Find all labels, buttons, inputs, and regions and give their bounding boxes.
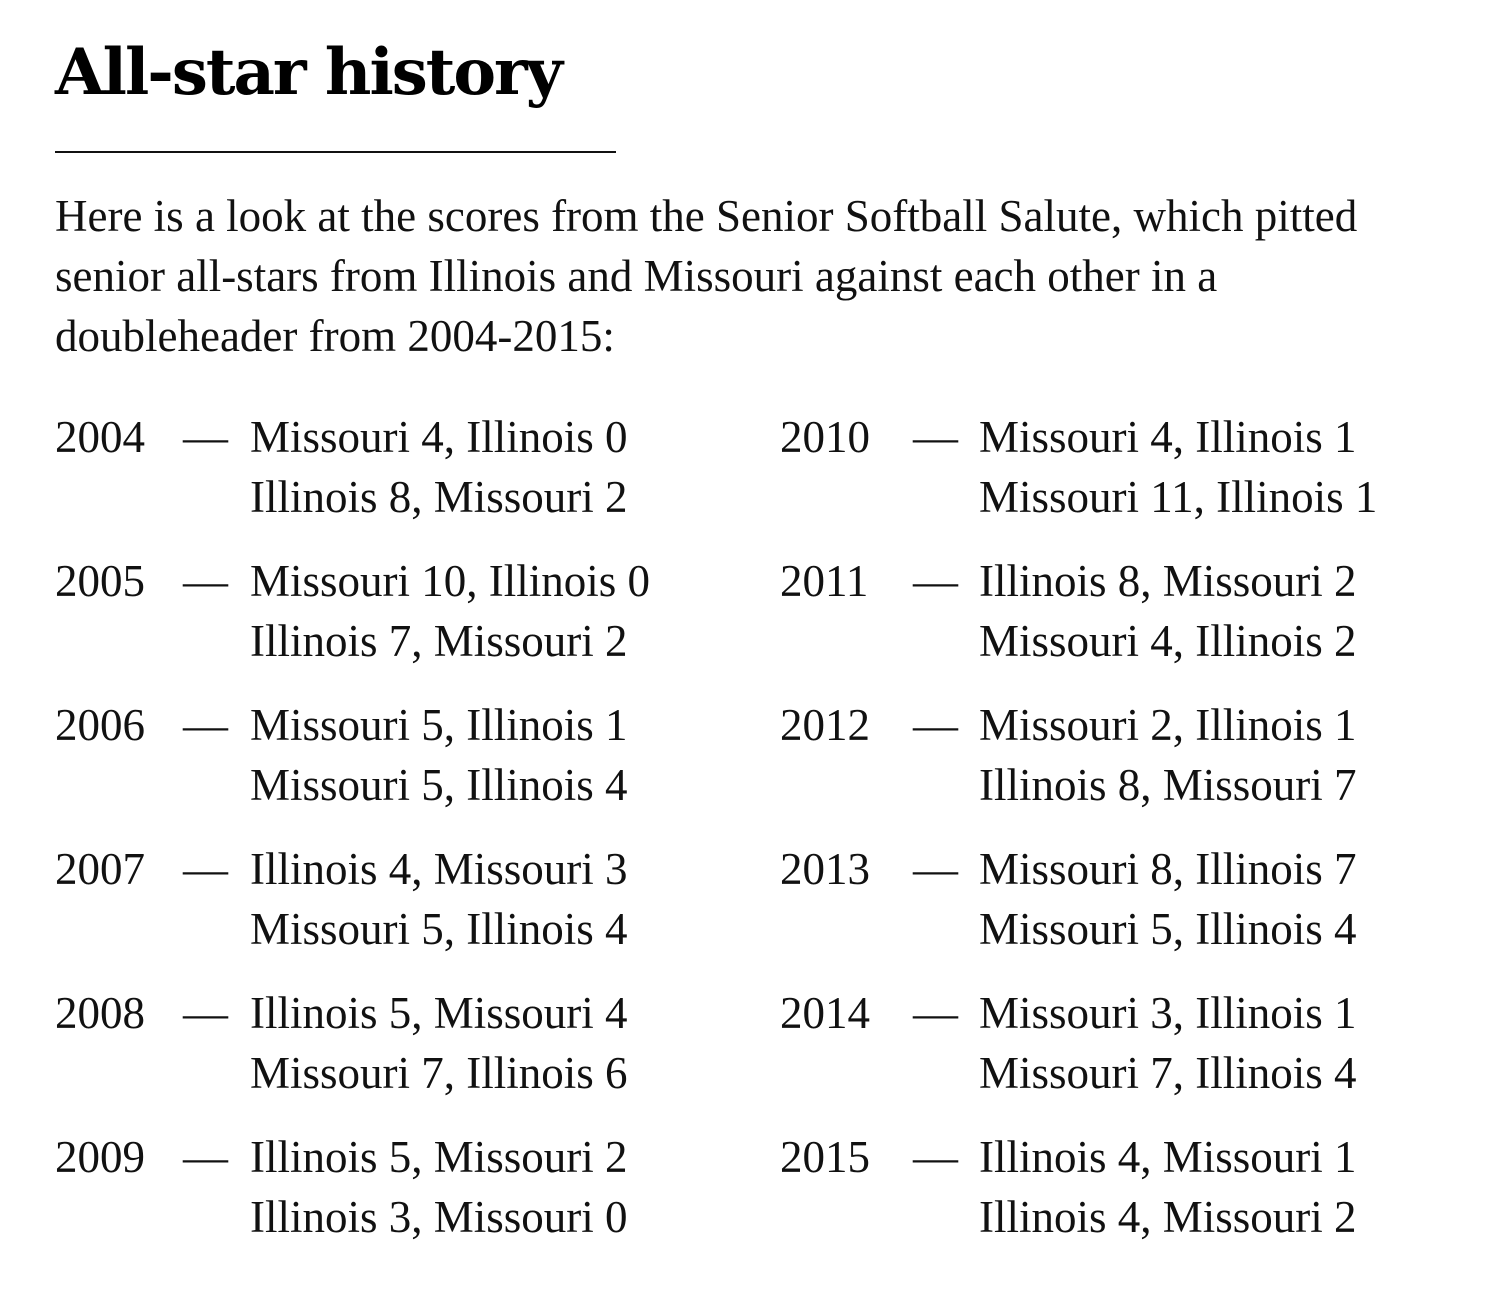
em-dash-separator: — [913,1132,958,1182]
year-label: 2006 [55,700,145,750]
year-label: 2013 [780,844,870,894]
em-dash-separator: — [183,700,228,750]
scores-column-right: 2010 — Missouri 4, Illinois 1 Missouri 1… [780,407,1480,1271]
game-score: Missouri 2, Illinois 1 [979,700,1357,750]
year-entry: 2006 — Missouri 5, Illinois 1 Missouri 5… [55,695,755,839]
game-scores: Missouri 8, Illinois 7 Missouri 5, Illin… [979,839,1357,959]
game-scores: Missouri 4, Illinois 1 Missouri 11, Illi… [979,407,1377,527]
em-dash-separator: — [913,556,958,606]
year-label: 2014 [780,988,870,1038]
em-dash-separator: — [183,844,228,894]
page-title: All-star history [55,35,563,110]
year-label: 2007 [55,844,145,894]
year-entry: 2008 — Illinois 5, Missouri 4 Missouri 7… [55,983,755,1127]
game-score: Illinois 8, Missouri 2 [979,556,1357,606]
year-entry: 2012 — Missouri 2, Illinois 1 Illinois 8… [780,695,1480,839]
intro-paragraph: Here is a look at the scores from the Se… [55,191,1358,361]
game-score: Illinois 5, Missouri 2 [250,1132,628,1182]
game-score: Missouri 4, Illinois 1 [979,412,1357,462]
year-entry: 2005 — Missouri 10, Illinois 0 Illinois … [55,551,755,695]
em-dash-separator: — [913,844,958,894]
game-score: Missouri 3, Illinois 1 [979,988,1357,1038]
year-label: 2009 [55,1132,145,1182]
game-score: Missouri 5, Illinois 1 [250,700,628,750]
em-dash-separator: — [183,556,228,606]
game-score: Missouri 5, Illinois 4 [250,760,628,810]
game-scores: Illinois 4, Missouri 3 Missouri 5, Illin… [250,839,628,959]
em-dash-separator: — [913,412,958,462]
game-scores: Missouri 4, Illinois 0 Illinois 8, Misso… [250,407,628,527]
game-score: Missouri 4, Illinois 0 [250,412,628,462]
game-score: Illinois 4, Missouri 3 [250,844,628,894]
em-dash-separator: — [913,988,958,1038]
game-score: Missouri 5, Illinois 4 [979,904,1357,954]
game-score: Illinois 4, Missouri 2 [979,1192,1357,1242]
game-scores: Missouri 5, Illinois 1 Missouri 5, Illin… [250,695,628,815]
em-dash-separator: — [183,412,228,462]
year-entry: 2013 — Missouri 8, Illinois 7 Missouri 5… [780,839,1480,983]
year-label: 2010 [780,412,870,462]
game-scores: Illinois 5, Missouri 2 Illinois 3, Misso… [250,1127,628,1247]
year-entry: 2009 — Illinois 5, Missouri 2 Illinois 3… [55,1127,755,1271]
game-scores: Missouri 2, Illinois 1 Illinois 8, Misso… [979,695,1357,815]
year-label: 2005 [55,556,145,606]
year-label: 2008 [55,988,145,1038]
scores-column-left: 2004 — Missouri 4, Illinois 0 Illinois 8… [55,407,755,1271]
year-label: 2015 [780,1132,870,1182]
game-scores: Missouri 10, Illinois 0 Illinois 7, Miss… [250,551,650,671]
game-score: Missouri 7, Illinois 6 [250,1048,628,1098]
game-score: Illinois 4, Missouri 1 [979,1132,1357,1182]
game-score: Missouri 8, Illinois 7 [979,844,1357,894]
game-score: Illinois 3, Missouri 0 [250,1192,628,1242]
game-score: Illinois 8, Missouri 2 [250,472,628,522]
em-dash-separator: — [183,1132,228,1182]
em-dash-separator: — [183,988,228,1038]
year-entry: 2011 — Illinois 8, Missouri 2 Missouri 4… [780,551,1480,695]
game-score: Missouri 11, Illinois 1 [979,472,1378,522]
year-entry: 2015 — Illinois 4, Missouri 1 Illinois 4… [780,1127,1480,1271]
game-score: Missouri 4, Illinois 2 [979,616,1357,666]
game-scores: Missouri 3, Illinois 1 Missouri 7, Illin… [979,983,1357,1103]
year-label: 2011 [780,556,869,606]
game-scores: Illinois 4, Missouri 1 Illinois 4, Misso… [979,1127,1357,1247]
game-score: Missouri 7, Illinois 4 [979,1048,1357,1098]
game-score: Missouri 5, Illinois 4 [250,904,628,954]
game-scores: Illinois 5, Missouri 4 Missouri 7, Illin… [250,983,628,1103]
year-entry: 2007 — Illinois 4, Missouri 3 Missouri 5… [55,839,755,983]
title-divider [55,151,616,153]
year-entry: 2014 — Missouri 3, Illinois 1 Missouri 7… [780,983,1480,1127]
year-entry: 2010 — Missouri 4, Illinois 1 Missouri 1… [780,407,1480,551]
game-score: Illinois 5, Missouri 4 [250,988,628,1038]
game-scores: Illinois 8, Missouri 2 Missouri 4, Illin… [979,551,1357,671]
game-score: Missouri 10, Illinois 0 [250,556,651,606]
game-score: Illinois 8, Missouri 7 [979,760,1357,810]
year-label: 2012 [780,700,870,750]
em-dash-separator: — [913,700,958,750]
year-label: 2004 [55,412,145,462]
year-entry: 2004 — Missouri 4, Illinois 0 Illinois 8… [55,407,755,551]
game-score: Illinois 7, Missouri 2 [250,616,628,666]
